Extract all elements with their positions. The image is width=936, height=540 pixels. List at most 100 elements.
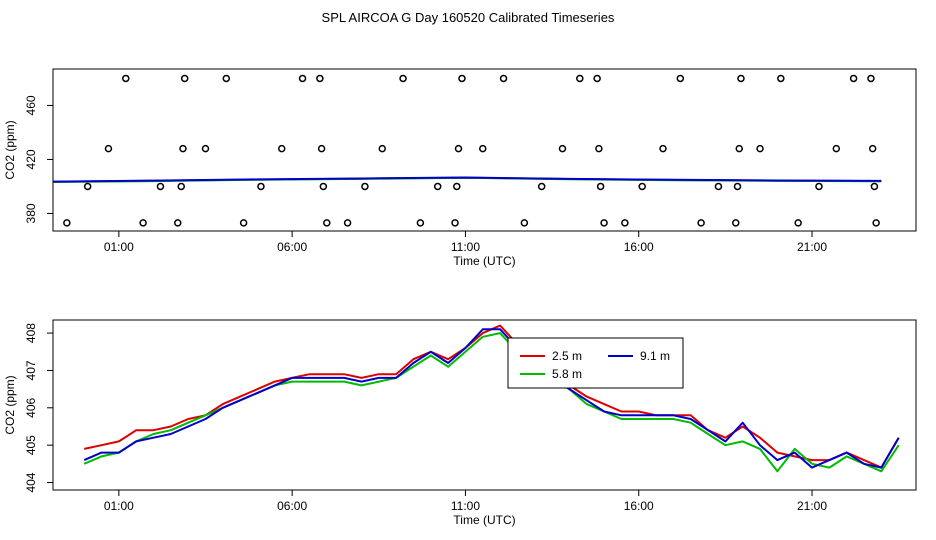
y-tick-label: 380	[24, 203, 38, 223]
scatter-point	[558, 144, 567, 153]
scatter-point	[277, 144, 286, 153]
scatter-point	[676, 74, 685, 83]
scatter-point	[416, 219, 425, 227]
series-line-2	[53, 176, 882, 183]
scatter-point	[257, 182, 265, 191]
y-tick-label: 404	[24, 472, 38, 492]
scatter-point	[399, 74, 407, 83]
y-axis: 380 420 460 CO2 (ppm)	[3, 95, 53, 223]
scatter-point	[499, 74, 508, 83]
scatter-point	[201, 144, 210, 153]
scatter-point	[453, 182, 461, 191]
scatter-point	[298, 74, 307, 83]
x-tick-label: 01:00	[104, 499, 134, 513]
scatter-point	[323, 219, 331, 227]
scatter-point	[83, 182, 92, 191]
scatter-point	[756, 144, 764, 153]
x-tick-label: 11:00	[451, 499, 480, 513]
scatter-point	[868, 144, 877, 153]
scatter-point	[454, 144, 463, 153]
y-axis: 404 405 406 407 408 CO2 (ppm)	[3, 323, 53, 493]
y-tick-label: 420	[24, 149, 38, 169]
scatter-point	[174, 219, 182, 227]
scatter-point	[600, 219, 608, 227]
scatter-point	[659, 144, 667, 153]
chart-title: SPL AIRCOA G Day 160520 Calibrated Times…	[322, 10, 615, 25]
series-group	[83, 324, 900, 473]
series-line-9.1m	[83, 328, 900, 469]
scatter-point	[177, 182, 185, 191]
scatter-point	[122, 74, 130, 83]
scatter-point	[867, 74, 875, 83]
x-axis: 01:00 06:00 11:00 16:00 21:00 Time (UTC)	[104, 490, 827, 527]
scatter-point	[737, 74, 745, 83]
scatter-point	[872, 219, 880, 227]
scatter-point	[537, 182, 546, 191]
x-tick-label: 06:00	[277, 240, 307, 254]
scatter-point	[777, 74, 785, 83]
scatter-point	[520, 219, 529, 227]
legend-box	[507, 337, 684, 389]
scatter-point	[451, 219, 459, 227]
y-axis-label: CO2 (ppm)	[3, 120, 17, 179]
scatter-point	[63, 219, 71, 227]
scatter-point	[222, 74, 231, 83]
scatter-point	[832, 144, 841, 153]
y-tick-label: 406	[24, 397, 38, 417]
plot-frame	[52, 68, 917, 232]
x-axis-label: Time (UTC)	[453, 513, 515, 527]
series-group	[53, 176, 882, 183]
scatter-point	[870, 182, 879, 191]
scatter-point	[479, 144, 487, 153]
scatter-point	[732, 219, 740, 227]
scatter-point	[239, 219, 248, 227]
scatter-point	[621, 219, 629, 227]
legend-label: 5.8 m	[552, 367, 582, 381]
y-tick-label: 460	[24, 95, 38, 115]
x-tick-label: 21:00	[797, 499, 827, 513]
scatter-point	[343, 219, 352, 227]
x-tick-label: 21:00	[797, 240, 827, 254]
scatter-point	[319, 182, 328, 191]
scatter-point	[317, 144, 326, 153]
scatter-point	[104, 144, 113, 153]
scatter-points	[63, 74, 880, 227]
scatter-point	[180, 74, 189, 83]
y-tick-label: 407	[24, 360, 38, 380]
x-tick-label: 11:00	[451, 240, 480, 254]
scatter-point	[593, 74, 601, 83]
scatter-point	[794, 219, 802, 227]
y-tick-label: 405	[24, 435, 38, 455]
scatter-point	[638, 182, 646, 191]
y-tick-label: 408	[24, 323, 38, 343]
series-line-2.5m	[83, 324, 900, 469]
legend-label: 2.5 m	[552, 349, 582, 363]
y-axis-label: CO2 (ppm)	[3, 375, 17, 434]
scatter-point	[733, 182, 742, 191]
x-tick-label: 16:00	[624, 240, 654, 254]
scatter-point	[179, 144, 187, 153]
scatter-point	[595, 144, 603, 153]
scatter-point	[139, 219, 147, 227]
scatter-point	[316, 74, 324, 83]
scatter-point	[378, 144, 387, 153]
scatter-point	[697, 219, 705, 227]
x-tick-label: 16:00	[624, 499, 654, 513]
x-tick-label: 01:00	[104, 240, 134, 254]
plot-frame	[52, 319, 917, 491]
scatter-point	[576, 74, 584, 83]
scatter-point	[849, 74, 858, 83]
x-axis: 01:00 06:00 11:00 16:00 21:00 Time (UTC)	[104, 231, 827, 268]
scatter-point	[815, 182, 823, 191]
scatter-point	[433, 182, 442, 191]
legend: 2.5 m 9.1 m 5.8 m	[507, 337, 684, 389]
upper-panel: 01:00 06:00 11:00 16:00 21:00 Time (UTC) 380 42…	[3, 68, 917, 268]
x-tick-label: 06:00	[277, 499, 307, 513]
scatter-point	[596, 182, 605, 191]
legend-label: 9.1 m	[640, 349, 670, 363]
scatter-point	[156, 182, 165, 191]
scatter-point	[735, 144, 743, 153]
scatter-point	[458, 74, 466, 83]
